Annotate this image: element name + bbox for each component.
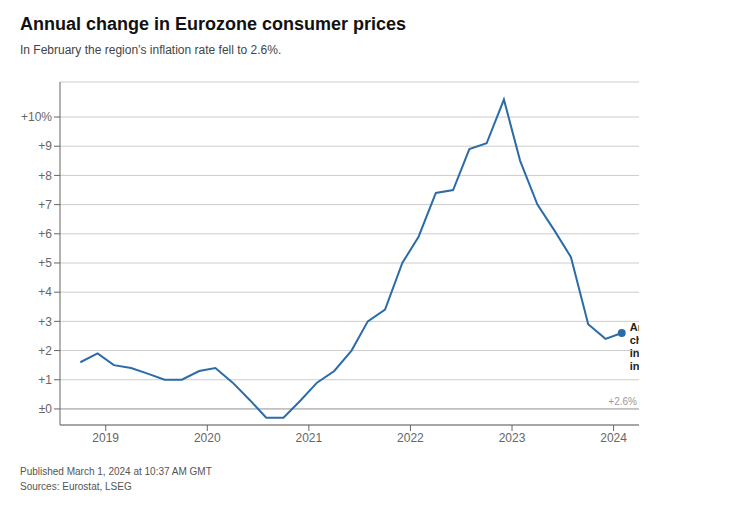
html-text:Annual change in Eurozone cons: Annual change in Eurozone consumer price… xyxy=(20,14,407,34)
svg-text:±0: ±0 xyxy=(39,402,53,416)
svg-text:+6: +6 xyxy=(38,227,52,241)
svg-text:+2: +2 xyxy=(38,344,52,358)
html-text:In February the region’s infla: In February the region’s inflation rate … xyxy=(20,43,282,57)
svg-text:+8: +8 xyxy=(38,169,52,183)
svg-text:2022: 2022 xyxy=(397,431,424,445)
svg-text:+10%: +10% xyxy=(21,110,52,124)
html-text:change: change xyxy=(629,334,669,346)
svg-text:2020: 2020 xyxy=(194,431,221,445)
svg-text:+9: +9 xyxy=(38,139,52,153)
svg-text:2019: 2019 xyxy=(92,431,119,445)
svg-text:+7: +7 xyxy=(38,198,52,212)
html-text:Annual: Annual xyxy=(629,321,667,333)
svg-text:2023: 2023 xyxy=(499,431,526,445)
html-text:Published March 1, 2024 at 10:: Published March 1, 2024 at 10:37 AM GMT xyxy=(20,466,212,477)
svg-text:+4: +4 xyxy=(38,285,52,299)
svg-text:2024: 2024 xyxy=(600,431,627,445)
html-text:Sources: Eurostat, LSEG: Sources: Eurostat, LSEG xyxy=(20,481,132,492)
svg-text:+3: +3 xyxy=(38,315,52,329)
svg-text:2021: 2021 xyxy=(296,431,323,445)
svg-text:+2.6%: +2.6% xyxy=(608,396,637,407)
svg-text:+5: +5 xyxy=(38,256,52,270)
svg-text:Annualchangeininflation: Annualchangeininflation xyxy=(630,321,639,372)
svg-text:+1: +1 xyxy=(38,373,52,387)
